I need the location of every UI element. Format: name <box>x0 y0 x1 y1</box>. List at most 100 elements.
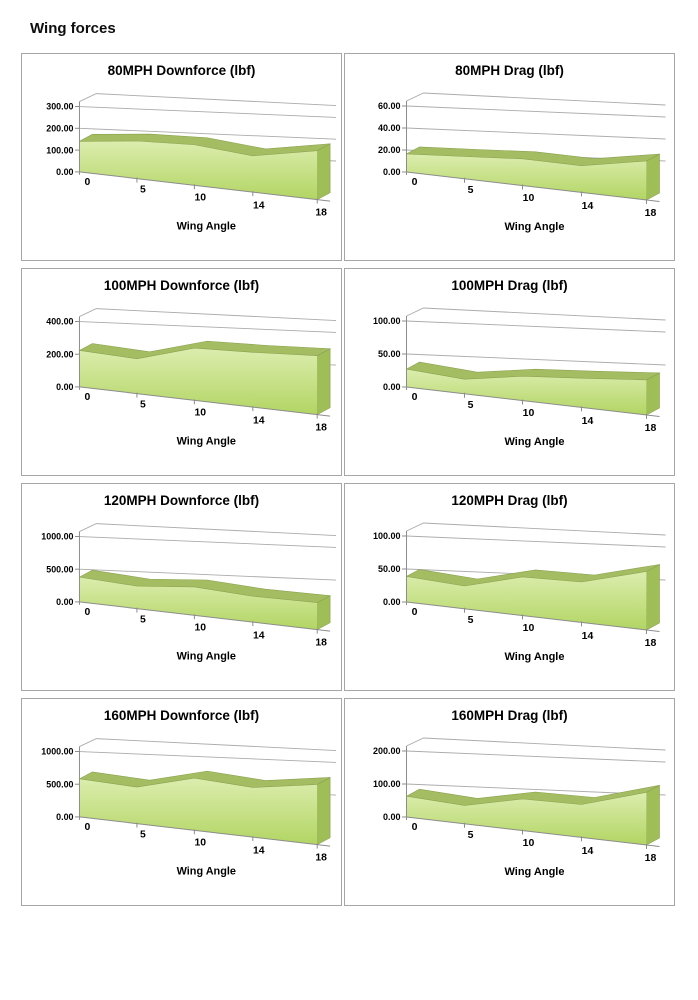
x-tick-label: 14 <box>582 845 594 857</box>
y-tick-label: 300.00 <box>46 102 73 112</box>
x-axis <box>406 171 660 202</box>
y-tick-label: 200.00 <box>373 746 401 756</box>
x-tick-label: 0 <box>84 392 90 403</box>
chart-plot-100mph-drag: 100.00 50.00 0.00 0 5 10 14 18 Wing Angle <box>373 307 666 448</box>
area-side-face <box>316 143 331 201</box>
x-tick-label: 0 <box>412 391 418 403</box>
gridline <box>79 536 337 548</box>
x-tick-label: 14 <box>253 846 265 857</box>
wall-top-edge <box>79 308 337 321</box>
chart-plot-160mph-drag: 200.00 100.00 0.00 0 5 10 14 18 Wing Angle <box>373 737 666 878</box>
x-tick-label: 18 <box>315 422 327 433</box>
x-tick-label: 0 <box>412 176 418 188</box>
wall-top-edge <box>406 307 666 321</box>
chart-title: 120MPH Drag (lbf) <box>451 493 568 508</box>
x-tick-label: 10 <box>195 623 207 634</box>
gridline <box>79 106 337 118</box>
chart-title: 120MPH Downforce (lbf) <box>103 493 260 508</box>
y-tick-label: 400.00 <box>46 317 73 327</box>
wall-top-edge <box>406 737 666 751</box>
chart-plot-120mph-drag: 100.00 50.00 0.00 0 5 10 14 18 Wing Angle <box>373 522 666 663</box>
x-axis <box>79 386 331 417</box>
x-tick-label: 10 <box>195 838 207 849</box>
area-top-surface <box>405 146 660 167</box>
chart-120mph-downforce: 120MPH Downforce (lbf) 1000.00 500.00 0.00… <box>21 483 342 691</box>
gridline <box>406 320 666 333</box>
chart-title: 80MPH Downforce (lbf) <box>107 63 256 78</box>
y-tick-label: 100.00 <box>373 779 401 789</box>
x-axis-title: Wing Angle <box>177 435 236 447</box>
x-tick-label: 5 <box>468 399 474 411</box>
y-tick-label: 1000.00 <box>41 747 73 757</box>
y-tick-label: 1000.00 <box>41 532 73 542</box>
area-top-surface <box>405 785 660 806</box>
x-tick-label: 14 <box>582 200 594 212</box>
area-front-face <box>79 778 318 845</box>
chart-160mph-drag: 160MPH Drag (lbf) 200.00 100.00 0.00 0 5 10 14… <box>344 698 675 906</box>
x-axis-title: Wing Angle <box>177 650 236 662</box>
x-tick-label: 0 <box>84 177 90 188</box>
area-side-face <box>316 776 331 846</box>
area-side-face <box>646 372 660 416</box>
gridline <box>79 568 337 581</box>
chart-plot-160mph-downforce: 1000.00 500.00 0.00 0 5 10 14 18 Wing Angle <box>41 738 337 877</box>
chart-plot-100mph-downforce: 400.00 200.00 0.00 0 5 10 14 18 Wing Angle <box>46 308 337 447</box>
y-tick-label: 50.00 <box>378 564 401 574</box>
x-tick-label: 5 <box>140 185 146 196</box>
chart-80mph-downforce: 80MPH Downforce (lbf) 300.00 200.00 100.00… <box>21 53 342 261</box>
chart-title: 160MPH Downforce (lbf) <box>103 708 260 723</box>
y-tick-label: 0.00 <box>56 167 73 177</box>
area-side-face <box>646 784 660 846</box>
x-axis-title: Wing Angle <box>177 865 236 877</box>
area-front-face <box>79 348 318 415</box>
y-tick-label: 0.00 <box>56 812 73 822</box>
y-tick-label: 200.00 <box>46 349 73 359</box>
x-tick-label: 14 <box>253 201 265 212</box>
x-axis-title: Wing Angle <box>505 866 565 878</box>
y-tick-label: 0.00 <box>56 382 73 392</box>
x-tick-label: 5 <box>468 614 474 626</box>
area-top-surface <box>405 564 660 587</box>
y-tick-label: 100.00 <box>373 531 401 541</box>
x-tick-label: 14 <box>582 630 594 642</box>
chart-plot-120mph-downforce: 1000.00 500.00 0.00 0 5 10 14 18 Wing Angle <box>41 523 337 662</box>
gridline <box>79 751 337 763</box>
wall-top-edge <box>79 93 337 106</box>
gridline <box>406 353 666 366</box>
y-tick-label: 60.00 <box>378 101 401 111</box>
area-top-surface <box>78 569 332 603</box>
x-axis <box>406 601 660 632</box>
area-side-face <box>316 348 331 416</box>
x-axis <box>79 171 331 202</box>
area-top-surface <box>79 133 331 157</box>
charts-grid: 80MPH Downforce (lbf) 300.00 200.00 100.00… <box>21 53 698 906</box>
area-top-surface <box>78 770 331 788</box>
x-tick-label: 5 <box>468 829 474 841</box>
gridline <box>406 535 666 548</box>
y-tick-label: 100.00 <box>373 316 401 326</box>
chart-plot-80mph-drag: 60.00 40.00 20.00 0.00 0 5 10 14 18 Wing Angle <box>378 92 666 233</box>
x-tick-label: 5 <box>140 830 146 841</box>
x-tick-label: 5 <box>140 400 146 411</box>
x-tick-label: 18 <box>315 637 327 648</box>
x-tick-label: 18 <box>645 422 657 434</box>
x-axis <box>79 601 331 632</box>
area-top-surface <box>405 361 661 381</box>
x-axis <box>406 816 660 847</box>
x-axis-title: Wing Angle <box>505 436 565 448</box>
x-tick-label: 18 <box>645 852 657 864</box>
area-front-face <box>406 571 647 630</box>
chart-title: 100MPH Downforce (lbf) <box>103 278 260 293</box>
y-tick-label: 500.00 <box>46 564 73 574</box>
x-tick-label: 10 <box>523 407 535 419</box>
chart-160mph-downforce: 160MPH Downforce (lbf) 1000.00 500.00 0.00… <box>21 698 342 906</box>
area-side-face <box>646 563 660 631</box>
y-tick-label: 20.00 <box>378 145 401 155</box>
x-axis-title: Wing Angle <box>505 651 565 663</box>
x-tick-label: 14 <box>582 415 594 427</box>
wall-top-edge <box>79 523 337 536</box>
x-tick-label: 10 <box>523 622 535 634</box>
wall-top-edge <box>79 738 337 751</box>
x-tick-label: 18 <box>645 637 657 649</box>
x-tick-label: 0 <box>412 821 418 833</box>
